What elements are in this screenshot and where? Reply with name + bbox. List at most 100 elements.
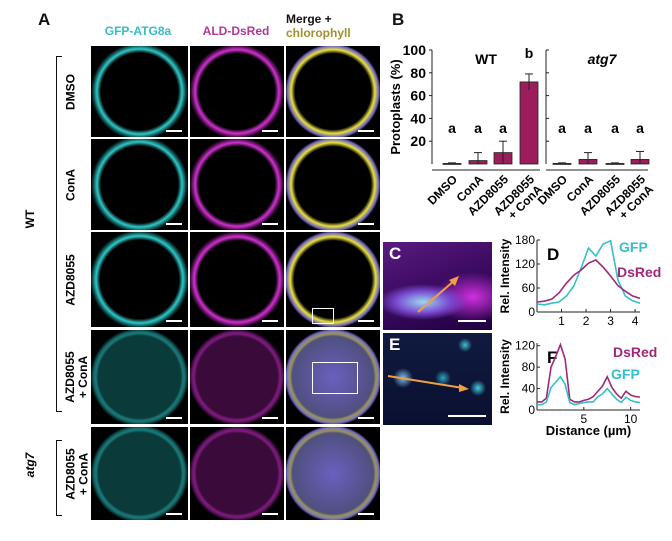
scale-bar [262, 513, 278, 515]
panel-label-e: E [389, 335, 401, 354]
scale-bar [166, 130, 182, 132]
scale-bar [262, 320, 278, 322]
series-line-dsred [537, 342, 641, 403]
bracket-tick [56, 411, 62, 412]
col-header-gfp: GFP-ATG8a [104, 24, 172, 38]
group-title-atg7: atg7 [588, 51, 618, 67]
col-header-dsred: ALD-DsRed [202, 24, 270, 38]
col-header-merge: Merge + [286, 12, 332, 26]
row-label-line1: AZD8055 [63, 447, 77, 500]
y-tick-label: 60 [410, 88, 426, 104]
significance-letter: a [636, 120, 644, 136]
micrograph [91, 427, 188, 520]
panel-label-f: F [547, 348, 557, 367]
significance-letter: a [499, 120, 507, 136]
micrograph [91, 46, 188, 137]
y-tick-label: 180 [515, 233, 535, 247]
y-tick-label: 80 [410, 65, 426, 81]
micrograph [286, 330, 380, 424]
x-tick-label: 4 [632, 314, 639, 328]
panel-label-c: C [389, 244, 402, 263]
significance-letter: b [525, 45, 534, 61]
bar [519, 81, 539, 165]
y-tick-label: 0 [528, 403, 535, 417]
category-label: DMSO [425, 172, 460, 207]
row-label: DMSO [63, 46, 92, 137]
micrograph [286, 46, 380, 137]
scale-bar [358, 320, 374, 322]
zoom-region-box [312, 362, 358, 394]
arrow-icon [417, 276, 459, 313]
scale-bar [358, 130, 374, 132]
significance-letter: a [558, 120, 566, 136]
micrograph [91, 330, 188, 424]
legend-label-gfp: GFP [611, 366, 640, 382]
row-label-line1: AZD8055 [63, 253, 77, 306]
series-line-gfp [536, 239, 641, 306]
wt-bracket [56, 56, 57, 412]
y-axis-label: Rel. Intensity [498, 339, 512, 414]
row-label: AZD8055 + ConA [63, 427, 92, 520]
row-label: AZD8055 [63, 232, 92, 327]
scale-bar [166, 223, 182, 225]
scale-bar [262, 130, 278, 132]
scale-bar [262, 417, 278, 419]
bracket-tick [56, 56, 62, 57]
panel-label-b: B [392, 10, 405, 29]
scale-bar [166, 513, 182, 515]
micrograph [91, 232, 188, 327]
micrograph-e: E [383, 333, 492, 425]
scale-bar [166, 417, 182, 419]
x-tick-label: 2 [583, 314, 590, 328]
significance-letter: a [584, 120, 592, 136]
y-axis-label: Rel. Intensity [498, 238, 512, 313]
atg7-bracket [56, 440, 57, 516]
x-tick-label: 10 [624, 412, 638, 426]
scale-bar [358, 417, 374, 419]
scale-bar [358, 513, 374, 515]
zoom-region-box [312, 308, 334, 324]
scale-bar [358, 223, 374, 225]
y-axis-label: Protoplasts (%) [388, 59, 403, 154]
row-label-line1: ConA [63, 168, 77, 201]
line-plot-f: 0 40 80 120 5 10 Rel. Intensity Distance (µm) F D… [498, 339, 657, 438]
scale-bar [262, 223, 278, 225]
col-header-chlorophyll: chlorophyll [286, 26, 351, 40]
panel-label-d: D [547, 245, 559, 264]
group-label-atg7: atg7 [23, 452, 37, 478]
y-tick-label: 120 [515, 339, 535, 353]
x-tick-label: 5 [580, 412, 587, 426]
micrograph [286, 139, 380, 230]
y-tick-label: 20 [410, 133, 426, 149]
row-label-line2: + ConA [76, 452, 90, 495]
group-title-wt: WT [475, 51, 497, 67]
micrograph [91, 139, 188, 230]
legend-label-gfp: GFP [619, 239, 648, 255]
micrograph [190, 139, 284, 230]
y-tick-label: 40 [522, 382, 536, 396]
significance-letter: a [611, 120, 619, 136]
row-label: ConA [63, 139, 92, 230]
y-tick-label: 60 [522, 281, 536, 295]
micrograph [286, 232, 380, 327]
scale-bar [166, 320, 182, 322]
micrograph [190, 232, 284, 327]
y-tick-label: 0 [528, 305, 535, 319]
arrow-icon [387, 375, 469, 392]
micrograph [190, 427, 284, 520]
series-line-gfp [537, 375, 641, 406]
y-tick-label: 100 [403, 42, 427, 58]
micrograph [190, 330, 284, 424]
scale-bar [448, 415, 486, 417]
micrograph-c: C [383, 242, 492, 330]
line-plot-d: 0 60 120 180 1 2 3 4 Rel. Intensity D GFP DsRed [498, 233, 661, 328]
x-tick-label: 3 [607, 314, 614, 328]
group-label-wt: WT [23, 209, 37, 229]
bracket-tick [56, 440, 62, 441]
row-label-line2: + ConA [76, 355, 90, 399]
y-tick-label: 80 [522, 360, 536, 374]
significance-letter: a [448, 120, 456, 136]
micrograph [286, 427, 380, 520]
y-tick-label: 40 [410, 110, 426, 126]
